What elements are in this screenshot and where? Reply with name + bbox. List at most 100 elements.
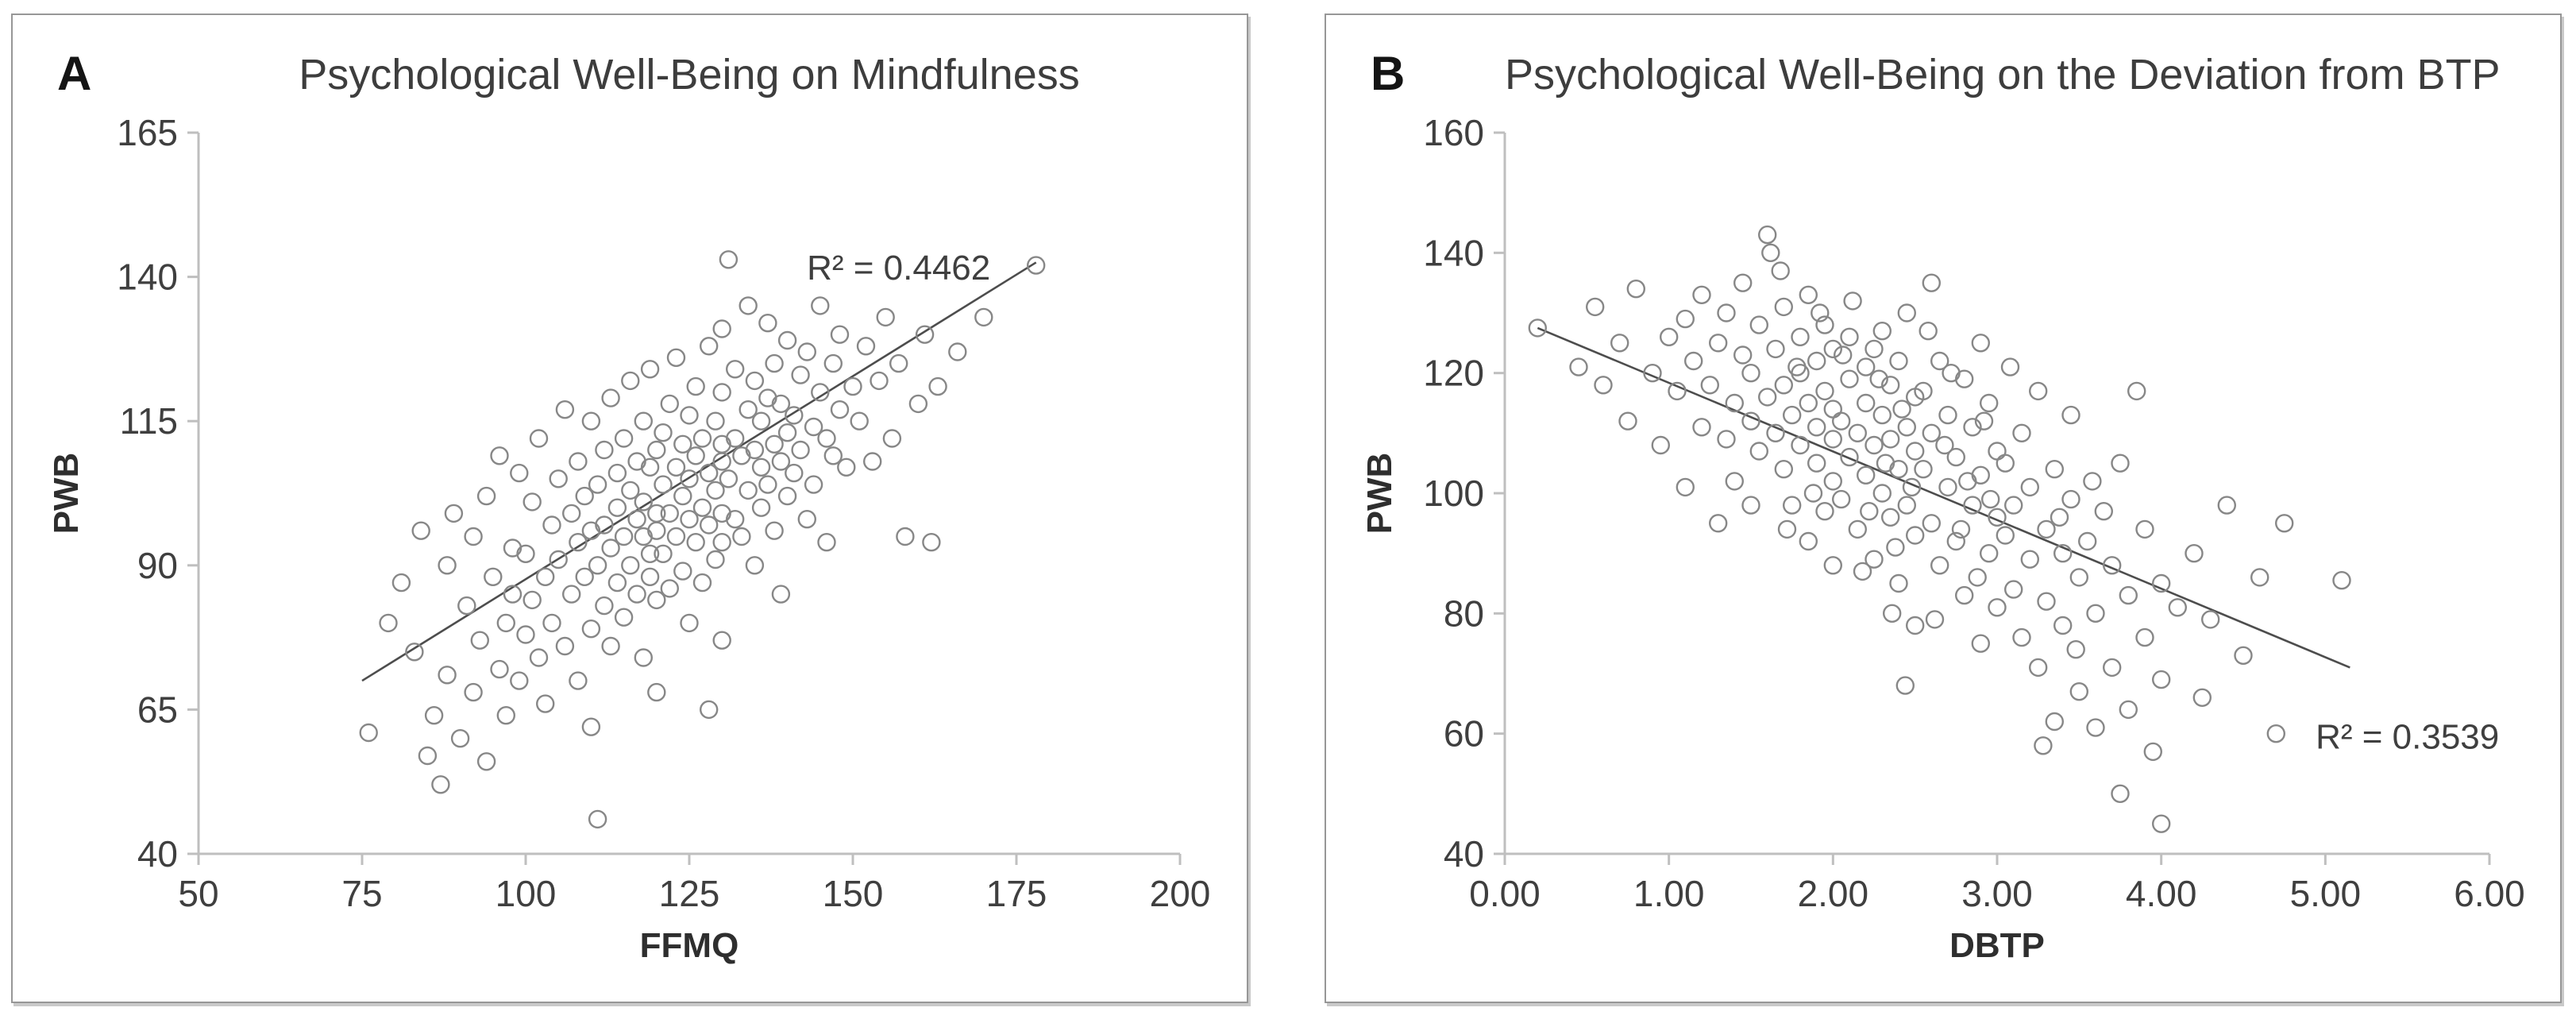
data-point [1902, 477, 1922, 497]
data-point [2111, 454, 2130, 473]
x-tick-label: 125 [659, 873, 720, 914]
data-point [660, 394, 679, 414]
data-point [974, 307, 993, 327]
data-point [785, 463, 804, 483]
data-point [692, 498, 712, 517]
data-point [1981, 489, 2000, 509]
data-point [1971, 465, 1990, 484]
panel-b-letter: B [1371, 47, 1406, 100]
data-point [621, 556, 640, 575]
data-point [771, 452, 791, 471]
data-point [686, 376, 705, 396]
data-point [896, 527, 915, 546]
data-point [601, 539, 620, 558]
data-point [1741, 411, 1760, 430]
data-point [555, 400, 575, 419]
data-point [1815, 502, 1834, 521]
data-point [1832, 411, 1851, 430]
data-point [712, 434, 731, 454]
data-point [359, 723, 378, 743]
data-point [490, 659, 509, 679]
data-point [1749, 442, 1768, 461]
data-point [1860, 502, 1879, 521]
y-tick-label: 120 [1423, 353, 1484, 394]
data-point [1771, 261, 1790, 280]
data-point [1963, 496, 1982, 515]
data-point [627, 452, 646, 471]
data-point [1897, 303, 1916, 322]
data-point [1951, 519, 1971, 539]
data-point [1988, 442, 2007, 461]
data-point [601, 388, 620, 407]
data-point [726, 360, 745, 379]
data-point [2119, 700, 2138, 720]
data-point [1811, 303, 1830, 322]
data-point [1971, 634, 1990, 653]
data-point [1955, 369, 1974, 388]
data-point [850, 411, 869, 430]
y-axis-title: PWB [47, 453, 86, 535]
data-point [1958, 472, 1977, 491]
data-point [771, 394, 791, 414]
data-point [1815, 315, 1834, 334]
data-point [2029, 381, 2048, 401]
data-point [2217, 496, 2237, 515]
data-point [1791, 364, 1810, 383]
data-point [666, 527, 686, 546]
data-point [862, 452, 882, 471]
data-point [1807, 418, 1826, 437]
data-point [2053, 616, 2073, 635]
data-point [751, 411, 771, 430]
x-tick-label: 4.00 [2126, 873, 2197, 914]
data-point [1783, 405, 1802, 425]
data-point [1840, 447, 1859, 467]
data-point [2045, 460, 2064, 479]
data-point [1733, 346, 1753, 365]
data-point [2151, 670, 2171, 689]
data-point [510, 671, 529, 690]
data-point [1766, 423, 1785, 442]
data-point [2012, 423, 2031, 442]
data-point [1761, 243, 1780, 262]
x-tick-label: 6.00 [2454, 873, 2525, 914]
data-point [1919, 322, 1938, 341]
data-point [496, 613, 515, 633]
data-point [2004, 580, 2023, 599]
data-point [647, 504, 666, 523]
data-point [1676, 309, 1695, 329]
data-point [1906, 526, 1925, 545]
data-point [2250, 568, 2269, 587]
data-point [510, 463, 529, 483]
data-point [1807, 454, 1826, 473]
panel-b: B Psychological Well-Being on the Deviat… [1325, 14, 2562, 1003]
data-point [1692, 285, 1711, 304]
data-point [712, 631, 731, 650]
data-point [758, 314, 777, 333]
data-point [536, 567, 555, 586]
data-point [424, 706, 444, 725]
y-tick-label: 100 [1423, 473, 1484, 514]
data-point [490, 446, 509, 465]
data-point [908, 394, 928, 414]
data-point [791, 365, 810, 384]
panel-a-letter: A [57, 47, 92, 100]
data-point [2234, 646, 2253, 665]
data-point [1872, 405, 1892, 425]
data-point [438, 666, 457, 685]
data-point [1922, 423, 1941, 442]
data-point [1774, 297, 1793, 317]
data-point [2061, 405, 2080, 425]
data-point [1946, 447, 1965, 467]
data-point [2078, 531, 2097, 551]
data-point [621, 371, 640, 391]
data-point [830, 400, 850, 419]
data-point [817, 533, 836, 552]
y-tick-label: 40 [1444, 833, 1484, 874]
data-point [654, 423, 673, 442]
data-point [2151, 573, 2171, 593]
data-point [719, 469, 738, 488]
data-point [771, 585, 791, 604]
x-tick-label: 2.00 [1798, 873, 1869, 914]
data-point [405, 643, 424, 662]
x-tick-label: 100 [496, 873, 557, 914]
